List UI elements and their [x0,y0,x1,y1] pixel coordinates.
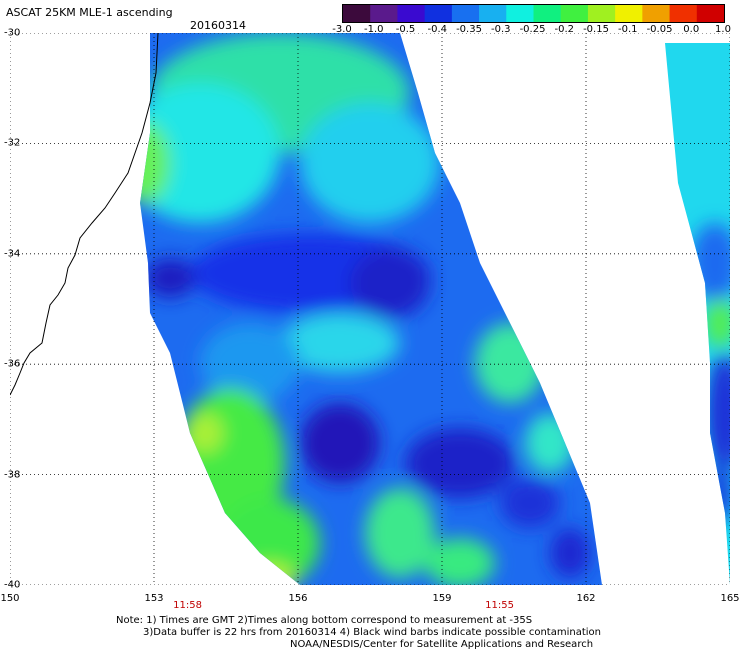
colorbar-tick-label: -0.4 [427,24,448,35]
colorbar-segment [533,5,562,22]
lat-label: -40 [4,579,21,591]
lat-label: -32 [4,137,21,149]
colorbar-segment [669,5,698,22]
swath-map [10,33,730,585]
colorbar-tick-label: -0.15 [583,24,609,35]
colorbar-tick-label: -1.0 [363,24,384,35]
colorbar-segment [560,5,589,22]
note-line-3: NOAA/NESDIS/Center for Satellite Applica… [290,639,594,650]
lon-label: 150 [0,593,20,604]
colorbar-segment [506,5,535,22]
lon-label: 153 [144,593,164,604]
lat-label: -36 [4,358,21,370]
colorbar-segment [343,5,371,22]
right-swath [665,43,730,585]
colorbar-tick-labels: -3.0 -1.0 -0.5 -0.4 -0.35 -0.3 -0.25 -0.2 -0.15-… [326,24,736,36]
colorbar-segment [696,5,725,22]
lat-label: -38 [4,469,21,481]
lon-label: 162 [576,593,596,604]
colorbar-tick-label: 0.0 [683,24,700,35]
colorbar-tick-label: 1.0 [715,24,731,35]
colorbar-tick-label: -0.5 [395,24,416,35]
colorbar-tick-label: -0.2 [554,24,575,35]
colorbar-tick-label: -0.35 [456,24,482,35]
note-line-2: 3)Data buffer is 22 hrs from 20160314 4)… [143,627,601,638]
colorbar-gradient [343,5,725,22]
product-date: 20160314 [190,19,246,32]
lon-label: 159 [432,593,452,604]
australia-coastline [10,33,159,396]
product-title: ASCAT 25KM MLE-1 ascending [6,6,173,19]
colorbar-tick-label: -0.05 [646,24,673,35]
colorbar-tick-label: -0.3 [490,24,511,35]
colorbar [342,4,725,23]
lon-label: 156 [288,593,308,604]
lat-label: -30 [4,27,21,39]
time-label: 11:58 [173,600,203,611]
lat-label: -34 [4,248,21,260]
colorbar-tick-label: -0.1 [617,24,638,35]
lat-lon-grid [10,33,730,585]
colorbar-segment [615,5,643,22]
note-line-1: Note: 1) Times are GMT 2)Times along bot… [116,615,533,626]
colorbar-segment [451,5,480,22]
colorbar-segment [642,5,671,22]
main-swath [140,33,602,585]
lon-label: 165 [720,593,740,604]
colorbar-segment [397,5,426,22]
colorbar-tick-label: -3.0 [332,24,352,35]
colorbar-tick-label: -0.25 [519,24,546,35]
time-label: 11:55 [485,600,515,611]
colorbar-segment [424,5,453,22]
colorbar-segment [479,5,507,22]
colorbar-segment [370,5,399,22]
colorbar-segment [587,5,616,22]
